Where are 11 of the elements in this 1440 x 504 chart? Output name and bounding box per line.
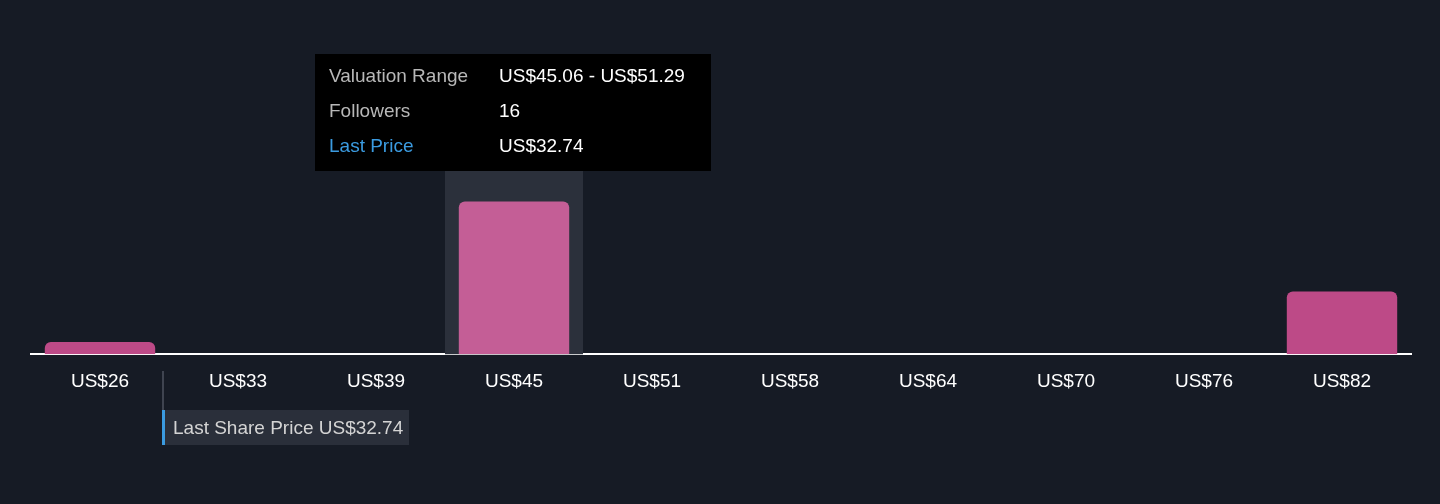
tooltip: Valuation Range US$45.06 - US$51.29 Followers 16 Last Price US$32.74 [315,54,711,171]
x-tick-label: US$39 [346,369,406,391]
x-tick-label: US$51 [622,369,682,391]
x-tick-label: US$82 [1312,369,1372,391]
x-tick-label: US$70 [1036,369,1096,391]
x-tick-label: US$64 [898,369,958,391]
x-tick-label: US$26 [70,369,130,391]
x-tick-label: US$45 [484,369,544,391]
x-tick-label: US$58 [760,369,820,391]
x-tick-label: US$33 [208,369,268,391]
x-tick-label: US$76 [1174,369,1234,391]
